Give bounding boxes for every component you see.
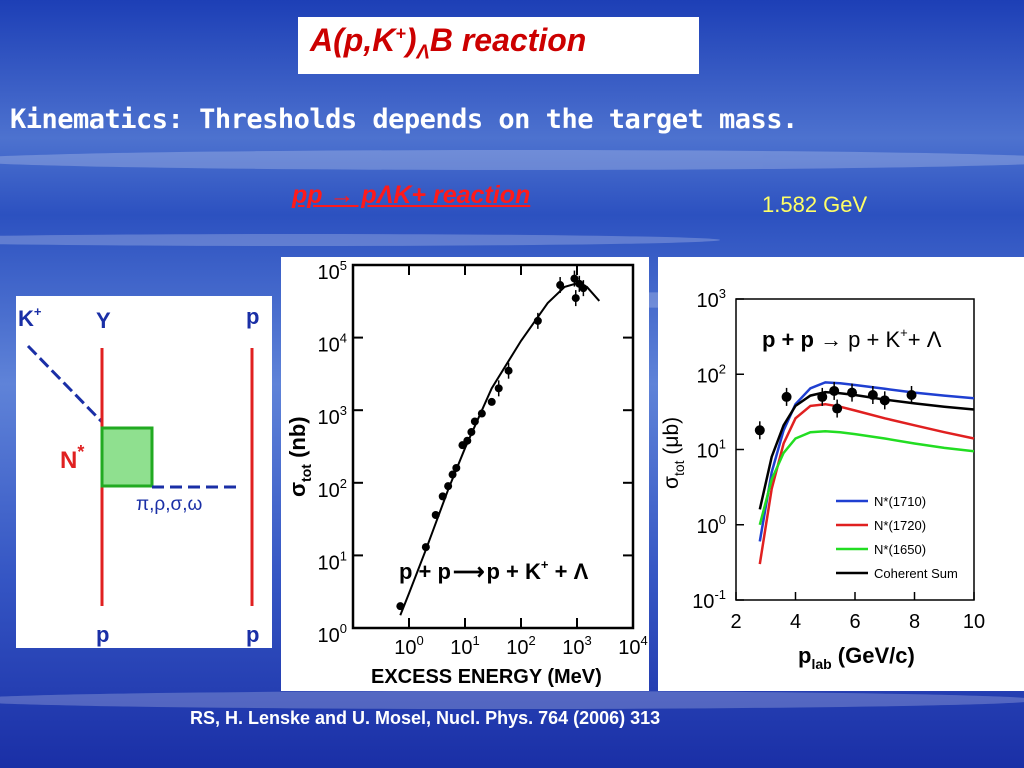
plot2-data-point [829, 385, 840, 396]
title-end: B reaction [429, 22, 587, 58]
nstar-label: N* [60, 442, 84, 474]
plot1-annotation: p + p⟶p + K+ + Λ [399, 557, 589, 584]
plot1-data-point [533, 316, 542, 325]
title-box [298, 17, 699, 74]
plot2-data-point [847, 387, 858, 398]
plot2-data-point [832, 403, 843, 414]
plot1-data-point [504, 366, 513, 375]
plot2-data-point [879, 395, 890, 406]
plot2-annotation: p + p → p + K++ Λ [762, 325, 942, 352]
p-top-right-label: p [246, 304, 259, 329]
plot2-xtick-label: 2 [730, 611, 741, 633]
legend-label: N*(1650) [874, 542, 926, 557]
plot2-data-point [867, 389, 878, 400]
plot2-legend: N*(1710) N*(1720) N*(1650) Coherent Sum [836, 494, 958, 581]
kplus-label: K+ [18, 304, 42, 331]
plot2-series-line [758, 390, 975, 510]
title-main: A(p,K [310, 22, 396, 58]
plot1-data-point [487, 397, 496, 406]
plot1-xtick-label: 104 [618, 633, 647, 659]
plot1-data-point [396, 602, 405, 611]
threshold-energy: 1.582 GeV [762, 192, 868, 217]
plot2-data-point [817, 391, 828, 402]
plot2-xtick-label: 4 [790, 611, 801, 633]
y-label: Y [96, 308, 111, 333]
plot1-data-point [570, 274, 579, 283]
p-bottom-left-label: p [96, 622, 109, 647]
mesons-label: π,ρ,σ,ω [136, 494, 202, 515]
plot1-data-point [579, 284, 588, 293]
reaction-diagram: K+ Y p N* π,ρ,σ,ω p p [16, 296, 272, 648]
reaction-label: pp → pΛK+ reaction [292, 181, 531, 209]
plot1-data-point [467, 428, 476, 437]
plot1-data-point [448, 470, 457, 479]
plot1-ytick-label: 103 [318, 403, 347, 429]
plot2-series-line [758, 402, 975, 565]
plot2-xtick-label: 8 [909, 611, 920, 633]
plot1-ytick-label: 104 [318, 331, 347, 357]
p-bottom-right-label: p [246, 622, 259, 647]
plot1-data-point [421, 543, 430, 552]
plot2-series-line [758, 381, 975, 542]
plot2-xlabel: plab (GeV/c) [798, 643, 915, 672]
plot1-data-point [438, 492, 447, 501]
legend-label: N*(1720) [874, 518, 926, 533]
plot2-series-line [758, 429, 975, 526]
plot1-xtick-label: 100 [394, 633, 423, 659]
cross-section-vs-excess-energy-plot: 100 101 102 103 104 105 100 101 102 103 104 p + p… [281, 257, 649, 691]
plot1-xtick-label: 102 [506, 633, 535, 659]
title-close: ) [405, 22, 417, 58]
plot2-ytick-label: 101 [697, 437, 726, 463]
plot2-xtick-label: 10 [963, 611, 985, 633]
plot2-data-point [754, 425, 765, 436]
plot2-ylabel: σtot (μb) [660, 417, 687, 489]
plot1-data-point [444, 482, 453, 491]
plot1-data-point [463, 436, 472, 445]
title-sup: + [395, 23, 406, 44]
cross-section-vs-plab-plot: 10-1 100 101 102 103 2 4 6 8 10 p + p → p + K++ … [658, 257, 1024, 691]
title-sub: Λ [416, 41, 430, 64]
plot1-xlabel: EXCESS ENERGY (MeV) [371, 666, 602, 688]
plot1-data-point [431, 511, 440, 520]
plot2-ytick-label: 102 [697, 361, 726, 387]
plot1-ytick-label: 102 [318, 476, 347, 502]
plot1-xtick-label: 103 [562, 633, 591, 659]
plot1-data-point [470, 417, 479, 426]
plot1-data-point [477, 409, 486, 418]
legend-label: Coherent Sum [874, 566, 958, 581]
plot2-ytick-label: 10-1 [692, 587, 726, 613]
citation: RS, H. Lenske and U. Mosel, Nucl. Phys. … [190, 708, 661, 728]
slide-subtitle: Kinematics: Thresholds depends on the ta… [10, 104, 798, 135]
plot1-data-point [571, 294, 580, 303]
plot2-ytick-label: 100 [697, 512, 726, 538]
plot1-ytick-label: 105 [318, 258, 347, 284]
plot1-frame [351, 263, 635, 630]
plot2-data-point [781, 391, 792, 402]
plot1-ytick-label: 101 [318, 548, 347, 574]
plot2-ytick-label: 103 [697, 286, 726, 312]
legend-label: N*(1710) [874, 494, 926, 509]
plot2-data-point [906, 389, 917, 400]
nstar-vertex-box [100, 426, 154, 488]
plot1-data-point [452, 463, 461, 472]
plot1-data-point [494, 384, 503, 393]
plot1-data-point [556, 281, 565, 290]
plot1-xtick-label: 101 [450, 633, 479, 659]
plot2-xtick-label: 6 [849, 611, 860, 633]
plot1-ytick-label: 100 [318, 621, 347, 647]
kaon-line [26, 344, 104, 424]
slide-title: A(p,K+)ΛB reaction [310, 22, 586, 64]
plot1-ylabel: σtot (nb) [285, 416, 314, 497]
